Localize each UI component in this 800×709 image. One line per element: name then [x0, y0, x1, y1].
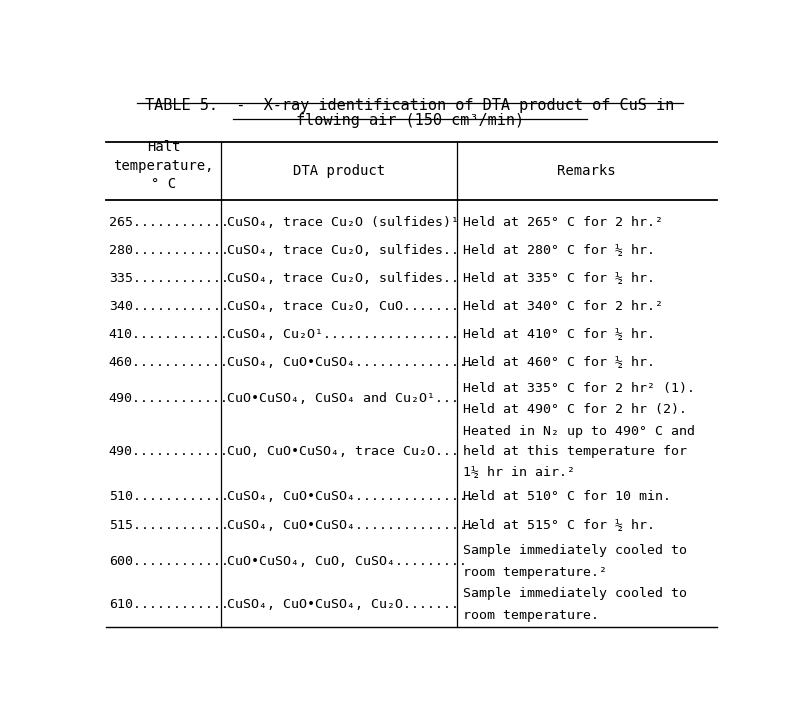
Text: Sample immediately cooled to: Sample immediately cooled to: [462, 587, 686, 601]
Text: Held at 340° C for 2 hr.²: Held at 340° C for 2 hr.²: [462, 300, 662, 313]
Text: 340............: 340............: [109, 300, 229, 313]
Text: CuO•CuSO₄, CuO, CuSO₄.........: CuO•CuSO₄, CuO, CuSO₄.........: [227, 554, 467, 568]
Text: Held at 265° C for 2 hr.²: Held at 265° C for 2 hr.²: [462, 216, 662, 228]
Text: Held at 510° C for 10 min.: Held at 510° C for 10 min.: [462, 491, 670, 503]
Text: Held at 280° C for ½ hr.: Held at 280° C for ½ hr.: [462, 244, 654, 257]
Text: held at this temperature for: held at this temperature for: [462, 445, 686, 458]
Text: 410............: 410............: [109, 328, 229, 341]
Text: flowing air (150 cm³/min): flowing air (150 cm³/min): [296, 113, 524, 128]
Text: 490............: 490............: [109, 445, 229, 458]
Text: CuSO₄, CuO•CuSO₄, Cu₂O.......: CuSO₄, CuO•CuSO₄, Cu₂O.......: [227, 598, 459, 611]
Text: Held at 490° C for 2 hr (2).: Held at 490° C for 2 hr (2).: [462, 403, 686, 416]
Text: CuSO₄, trace Cu₂O, sulfides..: CuSO₄, trace Cu₂O, sulfides..: [227, 244, 459, 257]
Text: Remarks: Remarks: [558, 164, 616, 178]
Text: 490............: 490............: [109, 393, 229, 406]
Text: CuSO₄, trace Cu₂O (sulfides)¹: CuSO₄, trace Cu₂O (sulfides)¹: [227, 216, 459, 228]
Text: room temperature.²: room temperature.²: [462, 566, 606, 579]
Text: 335............: 335............: [109, 272, 229, 285]
Text: CuSO₄, CuO•CuSO₄...............: CuSO₄, CuO•CuSO₄...............: [227, 357, 475, 369]
Text: Held at 460° C for ½ hr.: Held at 460° C for ½ hr.: [462, 357, 654, 369]
Text: 460............: 460............: [109, 357, 229, 369]
Text: Held at 335° C for 2 hr² (1).: Held at 335° C for 2 hr² (1).: [462, 381, 694, 394]
Text: Held at 410° C for ½ hr.: Held at 410° C for ½ hr.: [462, 328, 654, 341]
Text: room temperature.: room temperature.: [462, 609, 598, 623]
Text: 600............: 600............: [109, 554, 229, 568]
Text: CuSO₄, CuO•CuSO₄...............: CuSO₄, CuO•CuSO₄...............: [227, 491, 475, 503]
Text: CuO•CuSO₄, CuSO₄ and Cu₂O¹...: CuO•CuSO₄, CuSO₄ and Cu₂O¹...: [227, 393, 459, 406]
Text: 1½ hr in air.²: 1½ hr in air.²: [462, 466, 574, 479]
Text: CuSO₄, trace Cu₂O, CuO.......: CuSO₄, trace Cu₂O, CuO.......: [227, 300, 459, 313]
Text: Halt
temperature,
° C: Halt temperature, ° C: [114, 140, 214, 191]
Text: Held at 335° C for ½ hr.: Held at 335° C for ½ hr.: [462, 272, 654, 285]
Text: TABLE 5.  -  X-ray identification of DTA product of CuS in: TABLE 5. - X-ray identification of DTA p…: [146, 98, 674, 113]
Text: Sample immediately cooled to: Sample immediately cooled to: [462, 544, 686, 557]
Text: 510............: 510............: [109, 491, 229, 503]
Text: 610............: 610............: [109, 598, 229, 611]
Text: CuSO₄, CuO•CuSO₄...............: CuSO₄, CuO•CuSO₄...............: [227, 518, 475, 532]
Text: Held at 515° C for ½ hr.: Held at 515° C for ½ hr.: [462, 518, 654, 532]
Text: CuO, CuO•CuSO₄, trace Cu₂O...: CuO, CuO•CuSO₄, trace Cu₂O...: [227, 445, 459, 458]
Text: DTA product: DTA product: [293, 164, 385, 178]
Text: Heated in N₂ up to 490° C and: Heated in N₂ up to 490° C and: [462, 425, 694, 437]
Text: 265............: 265............: [109, 216, 229, 228]
Text: CuSO₄, trace Cu₂O, sulfides..: CuSO₄, trace Cu₂O, sulfides..: [227, 272, 459, 285]
Text: CuSO₄, Cu₂O¹.................: CuSO₄, Cu₂O¹.................: [227, 328, 459, 341]
Text: 515............: 515............: [109, 518, 229, 532]
Text: 280............: 280............: [109, 244, 229, 257]
